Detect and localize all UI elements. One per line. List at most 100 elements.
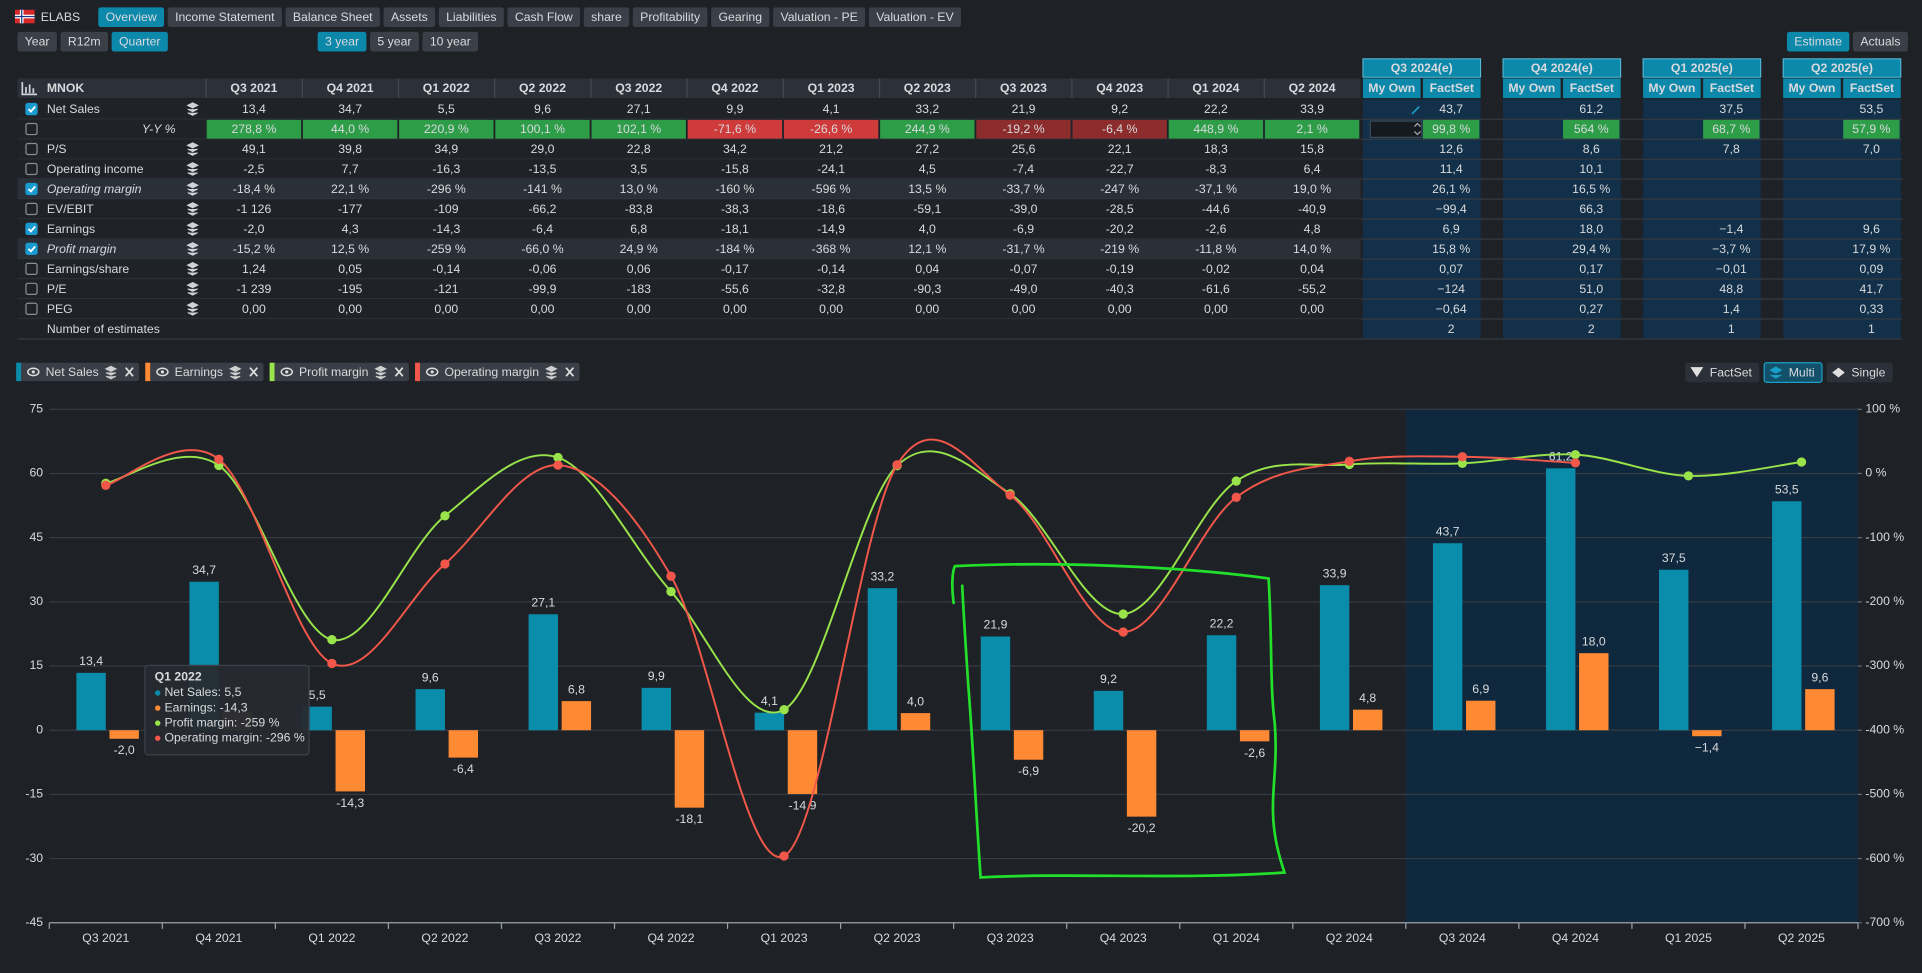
cell: 16,5 % bbox=[1572, 182, 1610, 196]
range-button[interactable] bbox=[370, 31, 419, 52]
stack-icon[interactable] bbox=[186, 142, 199, 156]
cell: -24,1 bbox=[817, 162, 845, 176]
cell: 3,5 bbox=[630, 162, 647, 176]
row-label: P/E bbox=[47, 282, 67, 296]
legend-chip[interactable] bbox=[415, 362, 580, 382]
cell: 564 % bbox=[1574, 122, 1609, 136]
tab-label: Gearing bbox=[718, 10, 762, 24]
row-label: Y-Y % bbox=[142, 122, 176, 136]
cell: 99,8 % bbox=[1432, 122, 1470, 136]
tab[interactable] bbox=[167, 7, 282, 27]
checkbox[interactable] bbox=[25, 142, 38, 156]
tab[interactable] bbox=[632, 7, 708, 27]
stack-icon[interactable] bbox=[186, 301, 199, 316]
remove-icon[interactable] bbox=[125, 367, 134, 377]
period-button[interactable] bbox=[17, 31, 57, 52]
stack-icon[interactable] bbox=[186, 102, 199, 116]
stack-icon[interactable] bbox=[229, 365, 242, 380]
table-row bbox=[17, 259, 1361, 280]
line-point bbox=[1457, 452, 1468, 462]
remove-icon[interactable] bbox=[394, 367, 404, 377]
sub-column-label: My Own bbox=[1788, 81, 1835, 95]
tab-label: Profitability bbox=[640, 10, 701, 24]
sub-column-label: FactSet bbox=[1850, 81, 1894, 95]
checkbox[interactable] bbox=[25, 182, 38, 196]
estimate-column-header bbox=[1362, 58, 1482, 78]
chart-control[interactable] bbox=[1763, 362, 1823, 383]
stack-icon[interactable] bbox=[374, 365, 387, 380]
chart-control[interactable] bbox=[1826, 362, 1893, 383]
tab[interactable] bbox=[438, 7, 504, 27]
tab[interactable] bbox=[98, 7, 165, 27]
input-box bbox=[1369, 120, 1423, 138]
cell: 48,8 bbox=[1719, 282, 1743, 296]
stack-icon[interactable] bbox=[186, 222, 199, 236]
legend-chip[interactable] bbox=[269, 362, 409, 382]
mode-button[interactable] bbox=[1786, 31, 1850, 52]
chart-control[interactable] bbox=[1685, 362, 1760, 383]
cell: −0,01 bbox=[1716, 262, 1747, 276]
sub-column-label: FactSet bbox=[1570, 81, 1614, 95]
tab[interactable] bbox=[868, 7, 961, 27]
eye-icon[interactable] bbox=[280, 367, 294, 377]
checkbox[interactable] bbox=[25, 302, 38, 315]
eye-icon[interactable] bbox=[27, 367, 40, 377]
cell: 0,33 bbox=[1859, 302, 1883, 316]
legend-label: Net Sales bbox=[46, 365, 99, 379]
cell: -2,6 bbox=[1205, 222, 1226, 236]
bar bbox=[900, 713, 931, 731]
cell: -368 % bbox=[812, 242, 851, 256]
cell: 0,00 bbox=[242, 302, 266, 316]
range-button[interactable] bbox=[422, 31, 479, 52]
stack-icon[interactable] bbox=[104, 365, 118, 380]
mode-button[interactable] bbox=[1852, 31, 1908, 52]
stack-icon[interactable] bbox=[545, 365, 558, 380]
stack-icon[interactable] bbox=[186, 182, 199, 196]
eye-icon[interactable] bbox=[156, 367, 169, 377]
cell: -22,7 bbox=[1106, 162, 1134, 176]
cell: 278,8 % bbox=[231, 122, 276, 136]
cell: −0,64 bbox=[1436, 302, 1467, 316]
checkbox[interactable] bbox=[25, 222, 38, 236]
bar bbox=[867, 588, 898, 731]
stack-icon[interactable] bbox=[186, 202, 199, 216]
checkbox[interactable] bbox=[25, 122, 38, 136]
data-label: -14,9 bbox=[788, 798, 816, 812]
checkbox[interactable] bbox=[25, 242, 38, 256]
period-button[interactable] bbox=[60, 31, 108, 52]
y2-tick-label: -400 % bbox=[1865, 722, 1904, 736]
stack-icon[interactable] bbox=[186, 282, 199, 296]
cell: -32,8 bbox=[817, 282, 845, 296]
stack-icon[interactable] bbox=[186, 162, 199, 176]
checkbox[interactable] bbox=[25, 282, 38, 295]
cell: 33,2 bbox=[915, 102, 939, 116]
remove-icon[interactable] bbox=[565, 367, 575, 377]
table-header bbox=[17, 78, 1361, 99]
cell: 9,9 bbox=[726, 102, 743, 116]
tab[interactable] bbox=[507, 7, 581, 27]
sub-column-header bbox=[1503, 78, 1561, 99]
x-tick-label: Q4 2023 bbox=[1100, 931, 1147, 945]
checkbox[interactable] bbox=[25, 202, 38, 216]
tab[interactable] bbox=[711, 7, 770, 27]
checkbox[interactable] bbox=[25, 262, 38, 275]
eye-icon[interactable] bbox=[425, 367, 439, 377]
tab[interactable] bbox=[383, 7, 436, 27]
cell: -1 239 bbox=[237, 282, 272, 296]
checkbox[interactable] bbox=[25, 162, 38, 176]
cell: -19,2 % bbox=[1002, 122, 1044, 136]
tab[interactable] bbox=[285, 7, 380, 27]
checkbox[interactable] bbox=[25, 102, 38, 116]
range-button[interactable] bbox=[317, 31, 367, 52]
stack-icon[interactable] bbox=[186, 262, 199, 276]
period-button[interactable] bbox=[111, 31, 168, 52]
tab[interactable] bbox=[773, 7, 866, 27]
control-icon bbox=[1832, 367, 1845, 378]
tab[interactable] bbox=[583, 7, 630, 27]
cell: -0,19 bbox=[1106, 262, 1134, 276]
cell: 14,0 % bbox=[1293, 242, 1331, 256]
cell: -0,14 bbox=[817, 262, 845, 276]
remove-icon[interactable] bbox=[249, 367, 259, 377]
cell: 12,6 bbox=[1439, 142, 1463, 156]
cell: -177 bbox=[338, 202, 363, 216]
